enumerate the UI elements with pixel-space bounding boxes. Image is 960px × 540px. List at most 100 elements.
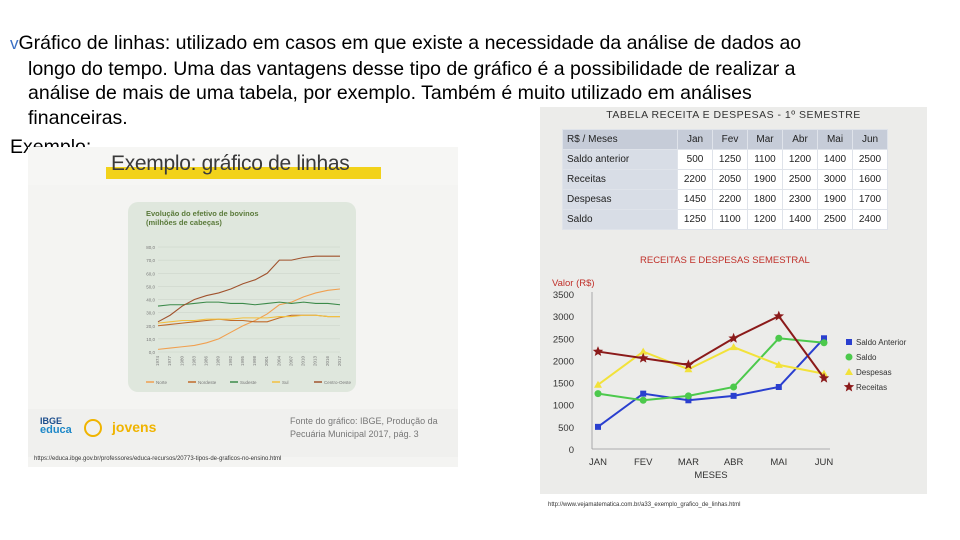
- left-example-image: Exemplo: gráfico de linhas Evolução do e…: [28, 147, 458, 467]
- data-point: [684, 392, 692, 400]
- left-source-link[interactable]: https://educa.ibge.gov.br/professores/ed…: [34, 456, 282, 462]
- data-point: [820, 339, 828, 347]
- y-tick-label: 50,0: [146, 284, 155, 289]
- y-tick-label: 2500: [553, 334, 574, 345]
- table-cell: 1450: [677, 189, 713, 210]
- table-row-label: Receitas: [562, 169, 678, 190]
- right-source-link[interactable]: http://www.vejamatematica.com.br/a33_exe…: [548, 502, 741, 508]
- table-row: Receitas 2200 2050 1900 2500 3000 1600: [562, 169, 888, 190]
- table-cell: 1800: [747, 189, 783, 210]
- legend-label: Centro-Oeste: [324, 380, 352, 385]
- x-tick-label: 1974: [155, 356, 160, 367]
- table-cell: 1250: [712, 149, 748, 170]
- paragraph-line-3: análise de mais de uma tabela, por exemp…: [28, 82, 752, 104]
- y-tick-label: 80,0: [146, 245, 155, 250]
- x-tick-label: 1992: [228, 356, 233, 367]
- data-point: [684, 365, 693, 373]
- finance-line-chart: RECEITAS E DESPESAS SEMESTRAL Valor (R$) 0…: [552, 255, 907, 481]
- x-tick-label: 2010: [301, 356, 306, 367]
- y-tick-label: 10,0: [146, 337, 155, 342]
- x-tick-label: JAN: [589, 457, 607, 468]
- table-cell: 2500: [817, 209, 853, 230]
- table-cell: 1250: [677, 209, 713, 230]
- header-highlight: [106, 167, 381, 179]
- legend-label: Norte: [156, 380, 168, 385]
- bovinos-chart-title-2: (milhões de cabeças): [146, 218, 222, 227]
- legend-label: Saldo Anterior: [856, 338, 907, 347]
- x-tick-label: 2001: [264, 356, 269, 367]
- data-point: [774, 360, 783, 368]
- table-cell: 1100: [712, 209, 748, 230]
- x-tick-label: 2017: [337, 356, 342, 367]
- left-image-header: Exemplo: gráfico de linhas: [28, 147, 458, 185]
- table-cell: 1200: [782, 149, 818, 170]
- x-tick-label: 1983: [191, 356, 196, 367]
- data-point: [818, 372, 830, 383]
- table-cell: 1700: [852, 189, 888, 210]
- legend-label: Receitas: [856, 383, 887, 392]
- data-point: [639, 347, 648, 355]
- table-cell: 2400: [852, 209, 888, 230]
- x-tick-label: 1986: [204, 356, 209, 367]
- table-cell: 500: [677, 149, 713, 170]
- y-axis-title: Valor (R$): [552, 278, 595, 289]
- table-cell: 1600: [852, 169, 888, 190]
- right-example-image: TABELA RECEITA E DESPESAS - 1º SEMESTRE …: [540, 107, 927, 494]
- y-tick-label: 2000: [553, 356, 574, 367]
- data-point: [639, 396, 647, 404]
- table-cell: 1900: [747, 169, 783, 190]
- left-image-footer: IBGE educa jovens Fonte do gráfico: IBGE…: [28, 409, 458, 457]
- table-header-cell: R$ / Meses: [562, 129, 678, 150]
- data-point: [637, 352, 649, 363]
- data-point: [845, 368, 853, 375]
- series-line-norte: [157, 288, 341, 350]
- table-row: Saldo 1250 1100 1200 1400 2500 2400: [562, 209, 888, 230]
- chart-source-note: Fonte do gráfico: IBGE, Produção da Pecu…: [290, 416, 438, 439]
- table-row-label: Despesas: [562, 189, 678, 210]
- table-cell: 2050: [712, 169, 748, 190]
- intro-paragraph: vGráfico de linhas: utilizado em casos e…: [10, 31, 947, 130]
- series-line-sudeste: [157, 301, 341, 307]
- bovinos-chart-title-1: Evolução do efetivo de bovinos: [146, 209, 259, 218]
- x-tick-label: 2007: [288, 356, 293, 367]
- table-cell: 1400: [817, 149, 853, 170]
- data-point: [775, 334, 783, 342]
- legend-label: Sudeste: [240, 380, 257, 385]
- finance-table: R$ / Meses Jan Fev Mar Abr Mai Jun Saldo…: [562, 129, 888, 230]
- x-tick-label: JUN: [815, 457, 834, 468]
- y-tick-label: 0: [569, 445, 574, 456]
- ibge-educa-logo: IBGE educa: [40, 416, 72, 436]
- x-tick-label: 1977: [167, 356, 172, 367]
- y-tick-label: 3500: [553, 290, 574, 301]
- table-cell: 3000: [817, 169, 853, 190]
- table-header-cell: Jan: [677, 129, 713, 150]
- checkmark-bullet-icon: v: [10, 34, 19, 53]
- legend-label: Sul: [282, 380, 289, 385]
- y-tick-label: 500: [558, 423, 574, 434]
- table-cell: 1200: [747, 209, 783, 230]
- table-cell: 2300: [782, 189, 818, 210]
- y-tick-label: 70,0: [146, 258, 155, 263]
- y-tick-label: 60,0: [146, 271, 155, 276]
- table-row: Despesas 1450 2200 1800 2300 1900 1700: [562, 189, 888, 210]
- jovens-label: jovens: [112, 419, 157, 435]
- table-header-cell: Abr: [782, 129, 818, 150]
- x-axis-title: MESES: [694, 470, 727, 481]
- data-point: [846, 339, 852, 345]
- data-point: [594, 380, 602, 388]
- legend-label: Nordeste: [198, 380, 217, 385]
- bovinos-chart-title: Evolução do efetivo de bovinos (milhões …: [146, 209, 259, 227]
- x-tick-label: 1989: [216, 356, 221, 367]
- table-row-label: Saldo anterior: [562, 149, 678, 170]
- ibge-logo-text: IBGE: [40, 416, 63, 426]
- table-cell: 1400: [782, 209, 818, 230]
- x-tick-label: 1980: [179, 356, 184, 367]
- x-tick-label: FEV: [634, 457, 653, 468]
- x-tick-label: 2016: [325, 356, 330, 367]
- table-header-cell: Fev: [712, 129, 748, 150]
- data-point: [729, 343, 738, 351]
- series-line-sul: [157, 314, 340, 324]
- data-point: [821, 335, 827, 342]
- data-point: [683, 359, 694, 370]
